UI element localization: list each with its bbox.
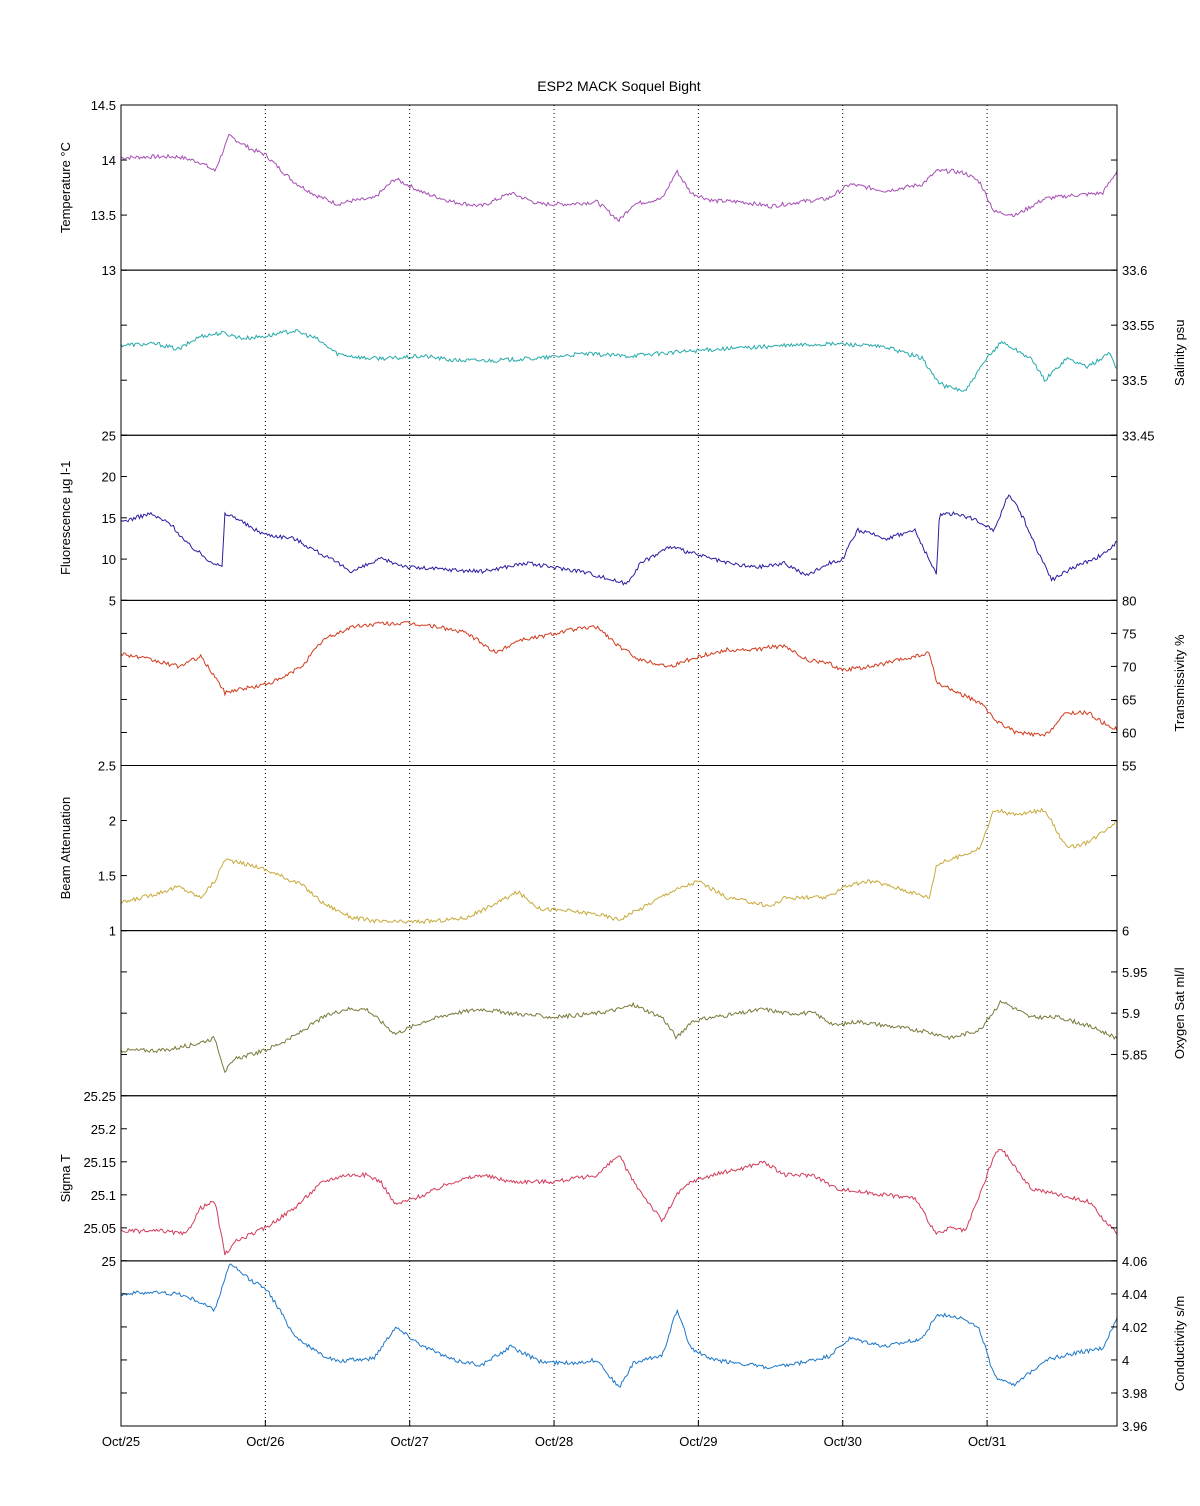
- y-tick-label-oxygen_sat: 5.9: [1122, 1006, 1140, 1021]
- y-tick-label-beam_attenuation: 2: [109, 814, 116, 829]
- panel-frame-sigma_t: [120, 1095, 1118, 1262]
- axis-label-temperature: Temperature °C: [58, 142, 73, 233]
- axis-label-conductivity: Conductivity s/m: [1172, 1296, 1187, 1391]
- panel-frame-beam_attenuation: [120, 765, 1118, 932]
- y-tick-label-oxygen_sat: 5.85: [1122, 1047, 1147, 1062]
- y-tick-label-transmissivity: 80: [1122, 593, 1136, 608]
- y-tick-label-beam_attenuation: 2.5: [98, 759, 116, 774]
- y-tick-label-salinity: 33.5: [1122, 373, 1147, 388]
- y-tick-label-fluorescence: 20: [102, 470, 116, 485]
- series-line-temperature: [120, 133, 1118, 223]
- x-tick-label: Oct/26: [246, 1434, 284, 1449]
- panel-frame-temperature: [120, 104, 1118, 271]
- y-tick-label-conductivity: 3.98: [1122, 1386, 1147, 1401]
- y-tick-label-conductivity: 4.02: [1122, 1320, 1147, 1335]
- y-tick-label-temperature: 14: [102, 153, 116, 168]
- series-line-conductivity: [120, 1263, 1118, 1388]
- panel-frame-oxygen_sat: [120, 930, 1118, 1097]
- panel-frame-transmissivity: [120, 599, 1118, 766]
- y-tick-label-sigma_t: 25.1: [91, 1188, 116, 1203]
- y-tick-label-oxygen_sat: 6: [1122, 924, 1129, 939]
- y-tick-label-transmissivity: 75: [1122, 626, 1136, 641]
- y-tick-label-oxygen_sat: 5.95: [1122, 965, 1147, 980]
- x-tick-label: Oct/27: [391, 1434, 429, 1449]
- axis-label-transmissivity: Transmissivity %: [1172, 634, 1187, 731]
- y-tick-label-fluorescence: 10: [102, 552, 116, 567]
- y-tick-label-fluorescence: 5: [109, 593, 116, 608]
- y-tick-label-sigma_t: 25.25: [83, 1089, 116, 1104]
- series-line-beam_attenuation: [120, 807, 1118, 925]
- x-tick-label: Oct/31: [968, 1434, 1006, 1449]
- y-tick-label-transmissivity: 65: [1122, 692, 1136, 707]
- y-tick-label-temperature: 14.5: [91, 98, 116, 113]
- x-tick-label: Oct/30: [824, 1434, 862, 1449]
- y-tick-label-conductivity: 4.06: [1122, 1254, 1147, 1269]
- y-tick-label-transmissivity: 55: [1122, 759, 1136, 774]
- x-tick-label: Oct/25: [102, 1434, 140, 1449]
- axis-label-beam_attenuation: Beam Attenuation: [58, 797, 73, 900]
- y-tick-label-sigma_t: 25.15: [83, 1155, 116, 1170]
- y-tick-label-conductivity: 4: [1122, 1353, 1129, 1368]
- y-tick-label-beam_attenuation: 1.5: [98, 869, 116, 884]
- axis-label-oxygen_sat: Oxygen Sat ml/l: [1172, 967, 1187, 1059]
- y-tick-label-fluorescence: 15: [102, 511, 116, 526]
- chart-title: ESP2 MACK Soquel Bight: [537, 78, 701, 94]
- panel-frame-fluorescence: [120, 434, 1118, 601]
- y-tick-label-sigma_t: 25.2: [91, 1122, 116, 1137]
- series-line-salinity: [120, 329, 1118, 392]
- y-tick-label-transmissivity: 70: [1122, 659, 1136, 674]
- y-tick-label-sigma_t: 25.05: [83, 1221, 116, 1236]
- axis-label-fluorescence: Fluorescence µg l-1: [58, 461, 73, 575]
- axis-label-salinity: Salinity psu: [1172, 319, 1187, 385]
- y-tick-label-salinity: 33.45: [1122, 428, 1155, 443]
- y-tick-label-transmissivity: 60: [1122, 725, 1136, 740]
- series-line-oxygen_sat: [120, 999, 1118, 1074]
- series-line-sigma_t: [120, 1149, 1118, 1256]
- y-tick-label-conductivity: 3.96: [1122, 1419, 1147, 1434]
- panel-frame-conductivity: [120, 1260, 1118, 1427]
- y-tick-label-temperature: 13: [102, 263, 116, 278]
- y-tick-label-sigma_t: 25: [102, 1254, 116, 1269]
- y-tick-label-fluorescence: 25: [102, 428, 116, 443]
- axis-label-sigma_t: Sigma T: [58, 1154, 73, 1202]
- y-tick-label-conductivity: 4.04: [1122, 1287, 1147, 1302]
- series-line-transmissivity: [120, 620, 1118, 738]
- panel-frame-salinity: [120, 269, 1118, 436]
- y-tick-label-salinity: 33.55: [1122, 318, 1155, 333]
- y-tick-label-temperature: 13.5: [91, 208, 116, 223]
- y-tick-label-salinity: 33.6: [1122, 263, 1147, 278]
- x-tick-label: Oct/28: [535, 1434, 573, 1449]
- x-tick-label: Oct/29: [679, 1434, 717, 1449]
- series-line-fluorescence: [120, 494, 1118, 586]
- y-tick-label-beam_attenuation: 1: [109, 924, 116, 939]
